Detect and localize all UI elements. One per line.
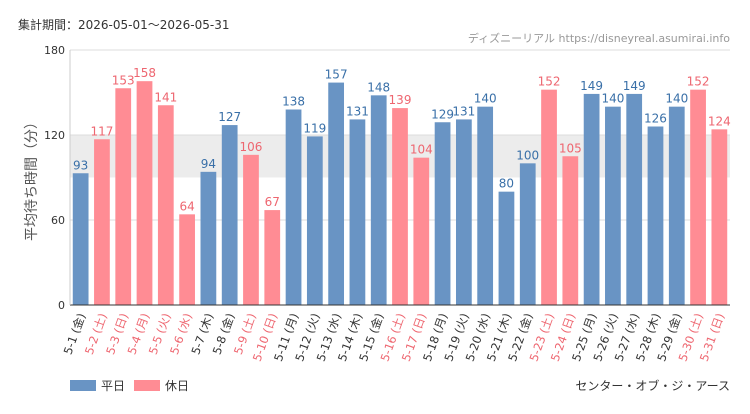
- bar-value-label: 131: [346, 104, 369, 118]
- bar-value-label: 93: [73, 158, 88, 172]
- bar-holiday: [264, 210, 281, 305]
- bar-weekday: [434, 122, 451, 305]
- legend: 平日 休日: [70, 379, 189, 393]
- bar-weekday: [285, 109, 302, 305]
- y-tick-label: 0: [58, 299, 65, 312]
- bar-weekday: [477, 106, 494, 306]
- bar-holiday: [157, 105, 174, 305]
- bar-value-label: 64: [179, 199, 194, 213]
- period-label: 集計期間：2026-05-01〜2026-05-31: [18, 17, 229, 32]
- bar-value-label: 139: [389, 93, 412, 107]
- y-tick-label: 60: [51, 214, 65, 227]
- bar-value-label: 106: [240, 140, 263, 154]
- bar-value-label: 104: [410, 143, 433, 157]
- bar-weekday: [626, 93, 643, 306]
- bar-value-label: 127: [218, 110, 241, 124]
- bar-value-label: 131: [452, 104, 475, 118]
- bar-weekday: [647, 126, 664, 305]
- bar-value-label: 67: [265, 195, 280, 209]
- bar-value-label: 148: [367, 80, 390, 94]
- bar-holiday: [136, 81, 153, 306]
- bar-value-label: 141: [154, 90, 177, 104]
- bar-value-label: 152: [687, 75, 710, 89]
- bar-value-label: 138: [282, 95, 305, 109]
- bar-value-label: 124: [708, 114, 731, 128]
- bar-weekday: [455, 119, 472, 306]
- bar-value-label: 80: [499, 177, 514, 191]
- bar-weekday: [605, 106, 621, 306]
- bar-weekday: [519, 163, 536, 305]
- bar-weekday: [668, 106, 685, 306]
- bar-holiday: [392, 108, 408, 305]
- credit-label: ディズニーリアル https://disneyreal.asumirai.inf…: [468, 31, 730, 45]
- bar-holiday: [115, 88, 132, 305]
- bar-weekday: [370, 95, 387, 305]
- bar-holiday: [243, 154, 259, 305]
- bar-labels: 9311715315814164941271066713811915713114…: [73, 66, 731, 213]
- bar-value-label: 129: [431, 107, 454, 121]
- bar-value-label: 153: [112, 73, 135, 87]
- bar-value-label: 140: [665, 92, 688, 106]
- bar-holiday: [690, 89, 706, 306]
- x-axis-ticks: 5-1 (金)5-2 (土)5-3 (日)5-4 (月)5-5 (火)5-6 (…: [61, 311, 728, 363]
- bar-weekday: [72, 173, 89, 305]
- bar-value-label: 126: [644, 112, 667, 126]
- bar-value-label: 100: [516, 148, 539, 162]
- bar-holiday: [711, 129, 728, 305]
- bar-holiday: [94, 139, 110, 305]
- bar-value-label: 157: [325, 68, 348, 82]
- bar-weekday: [306, 136, 323, 305]
- bar-weekday: [349, 119, 366, 306]
- legend-label-weekday: 平日: [101, 379, 125, 393]
- y-tick-label: 120: [44, 129, 65, 142]
- bar-value-label: 140: [474, 92, 497, 106]
- legend-swatch-holiday: [134, 380, 160, 391]
- bar-value-label: 105: [559, 141, 582, 155]
- bar-weekday: [583, 93, 600, 306]
- legend-swatch-weekday: [70, 380, 96, 391]
- bar-value-label: 119: [303, 121, 326, 135]
- bar-value-label: 149: [580, 79, 603, 93]
- bar-value-label: 158: [133, 66, 156, 80]
- legend-label-holiday: 休日: [165, 379, 189, 393]
- bar-holiday: [179, 214, 195, 305]
- y-tick-label: 180: [44, 44, 65, 57]
- bar-value-label: 149: [623, 79, 646, 93]
- bars: [72, 81, 728, 306]
- bar-holiday: [413, 157, 430, 305]
- bar-weekday: [221, 125, 238, 305]
- bar-value-label: 152: [538, 75, 561, 89]
- bar-weekday: [200, 171, 217, 305]
- bar-weekday: [328, 82, 345, 305]
- bar-value-label: 117: [90, 124, 113, 138]
- bar-value-label: 140: [601, 92, 624, 106]
- bar-holiday: [541, 89, 557, 306]
- y-axis-label: 平均待ち時間（分）: [24, 115, 40, 241]
- attraction-name: センター・オブ・ジ・アース: [575, 378, 730, 393]
- bar-value-label: 94: [201, 157, 216, 171]
- y-axis-ticks: 0 60 120 180: [44, 44, 65, 312]
- bar-weekday: [498, 191, 515, 305]
- bar-holiday: [562, 156, 579, 305]
